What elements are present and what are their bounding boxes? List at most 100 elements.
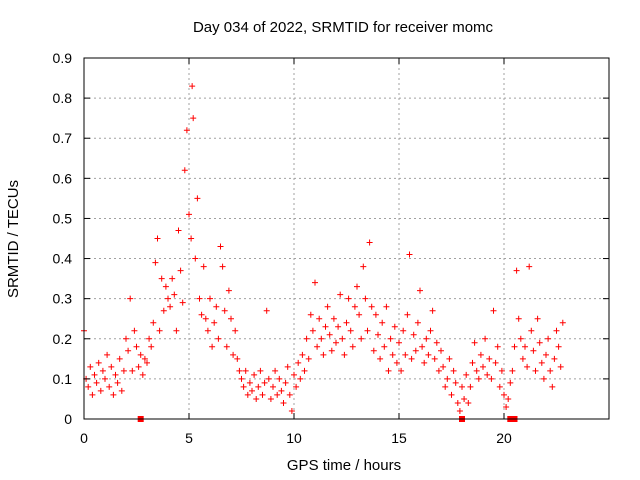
x-tick-label: 0	[80, 430, 88, 446]
data-point	[482, 335, 489, 342]
data-point	[356, 311, 363, 318]
data-point	[295, 359, 302, 366]
data-point	[91, 371, 98, 378]
data-point	[314, 343, 321, 350]
plot-frame	[83, 57, 610, 420]
data-point	[137, 351, 144, 358]
data-point	[381, 343, 388, 350]
data-point	[375, 331, 381, 338]
data-point	[267, 395, 274, 402]
data-point	[129, 367, 136, 374]
data-point	[475, 375, 482, 382]
data-point	[440, 363, 447, 370]
data-point	[513, 267, 520, 274]
data-point	[141, 355, 148, 362]
data-point	[123, 335, 129, 342]
data-point	[448, 391, 455, 398]
y-tick-label: 0.9	[53, 50, 73, 66]
data-point	[293, 383, 300, 390]
data-point	[528, 327, 535, 334]
data-point	[160, 307, 167, 314]
data-point	[198, 311, 205, 318]
data-point	[507, 379, 514, 386]
data-point	[324, 303, 331, 310]
data-point	[167, 303, 174, 310]
data-point	[251, 371, 258, 378]
data-point	[215, 335, 222, 342]
x-axis-label: GPS time / hours	[287, 457, 401, 474]
data-point	[543, 351, 549, 358]
data-point	[425, 351, 432, 358]
data-point	[192, 255, 199, 262]
data-point	[213, 303, 220, 310]
data-point	[272, 367, 279, 374]
data-point	[335, 323, 342, 330]
data-point	[551, 355, 558, 362]
data-point	[108, 363, 115, 370]
data-point	[104, 351, 111, 358]
data-point	[328, 347, 335, 354]
data-point	[330, 315, 337, 322]
data-point	[286, 391, 293, 398]
data-point	[339, 335, 346, 342]
y-tick-label: 0.7	[53, 130, 73, 146]
data-point	[463, 371, 470, 378]
data-point	[383, 303, 390, 310]
data-point	[326, 331, 333, 338]
data-point	[555, 343, 562, 350]
data-point	[278, 387, 285, 394]
data-point	[95, 359, 102, 366]
data-point	[540, 375, 547, 382]
data-point	[389, 351, 396, 358]
y-tick-label: 0.4	[53, 251, 73, 267]
data-point	[158, 275, 165, 282]
data-point	[505, 395, 512, 402]
data-point	[402, 351, 409, 358]
data-point	[303, 335, 310, 342]
data-point	[221, 307, 228, 314]
data-point	[171, 291, 178, 298]
data-point	[366, 239, 373, 246]
data-point	[99, 367, 106, 374]
data-point	[444, 375, 451, 382]
data-point	[408, 355, 415, 362]
grid-lines	[84, 58, 609, 419]
data-point	[112, 371, 119, 378]
data-point	[396, 339, 402, 346]
data-point	[230, 351, 237, 358]
data-point	[360, 263, 367, 270]
data-point	[173, 327, 180, 334]
data-point	[354, 283, 360, 290]
data-point	[114, 379, 121, 386]
data-point	[265, 375, 272, 382]
data-point	[414, 319, 421, 326]
data-point	[351, 303, 358, 310]
data-point	[219, 263, 226, 270]
data-point	[406, 251, 413, 258]
data-point	[465, 399, 472, 406]
data-point	[450, 367, 457, 374]
data-point	[190, 115, 197, 122]
data-point	[196, 295, 203, 302]
data-point	[118, 387, 125, 394]
data-point	[494, 343, 501, 350]
data-point	[341, 351, 348, 358]
data-point	[299, 351, 306, 358]
data-point	[110, 391, 117, 398]
data-point	[270, 383, 276, 390]
data-point	[217, 243, 224, 250]
data-point	[320, 351, 327, 358]
data-point	[421, 359, 428, 366]
data-point	[509, 367, 516, 374]
data-point	[530, 347, 537, 354]
data-point	[419, 343, 426, 350]
data-point	[347, 327, 354, 334]
data-point	[125, 347, 132, 354]
data-point	[234, 355, 241, 362]
data-point	[385, 367, 392, 374]
data-point	[280, 399, 287, 406]
x-tick-label: 10	[286, 430, 302, 446]
data-point	[515, 315, 522, 322]
data-point	[301, 367, 308, 374]
data-point	[106, 383, 113, 390]
